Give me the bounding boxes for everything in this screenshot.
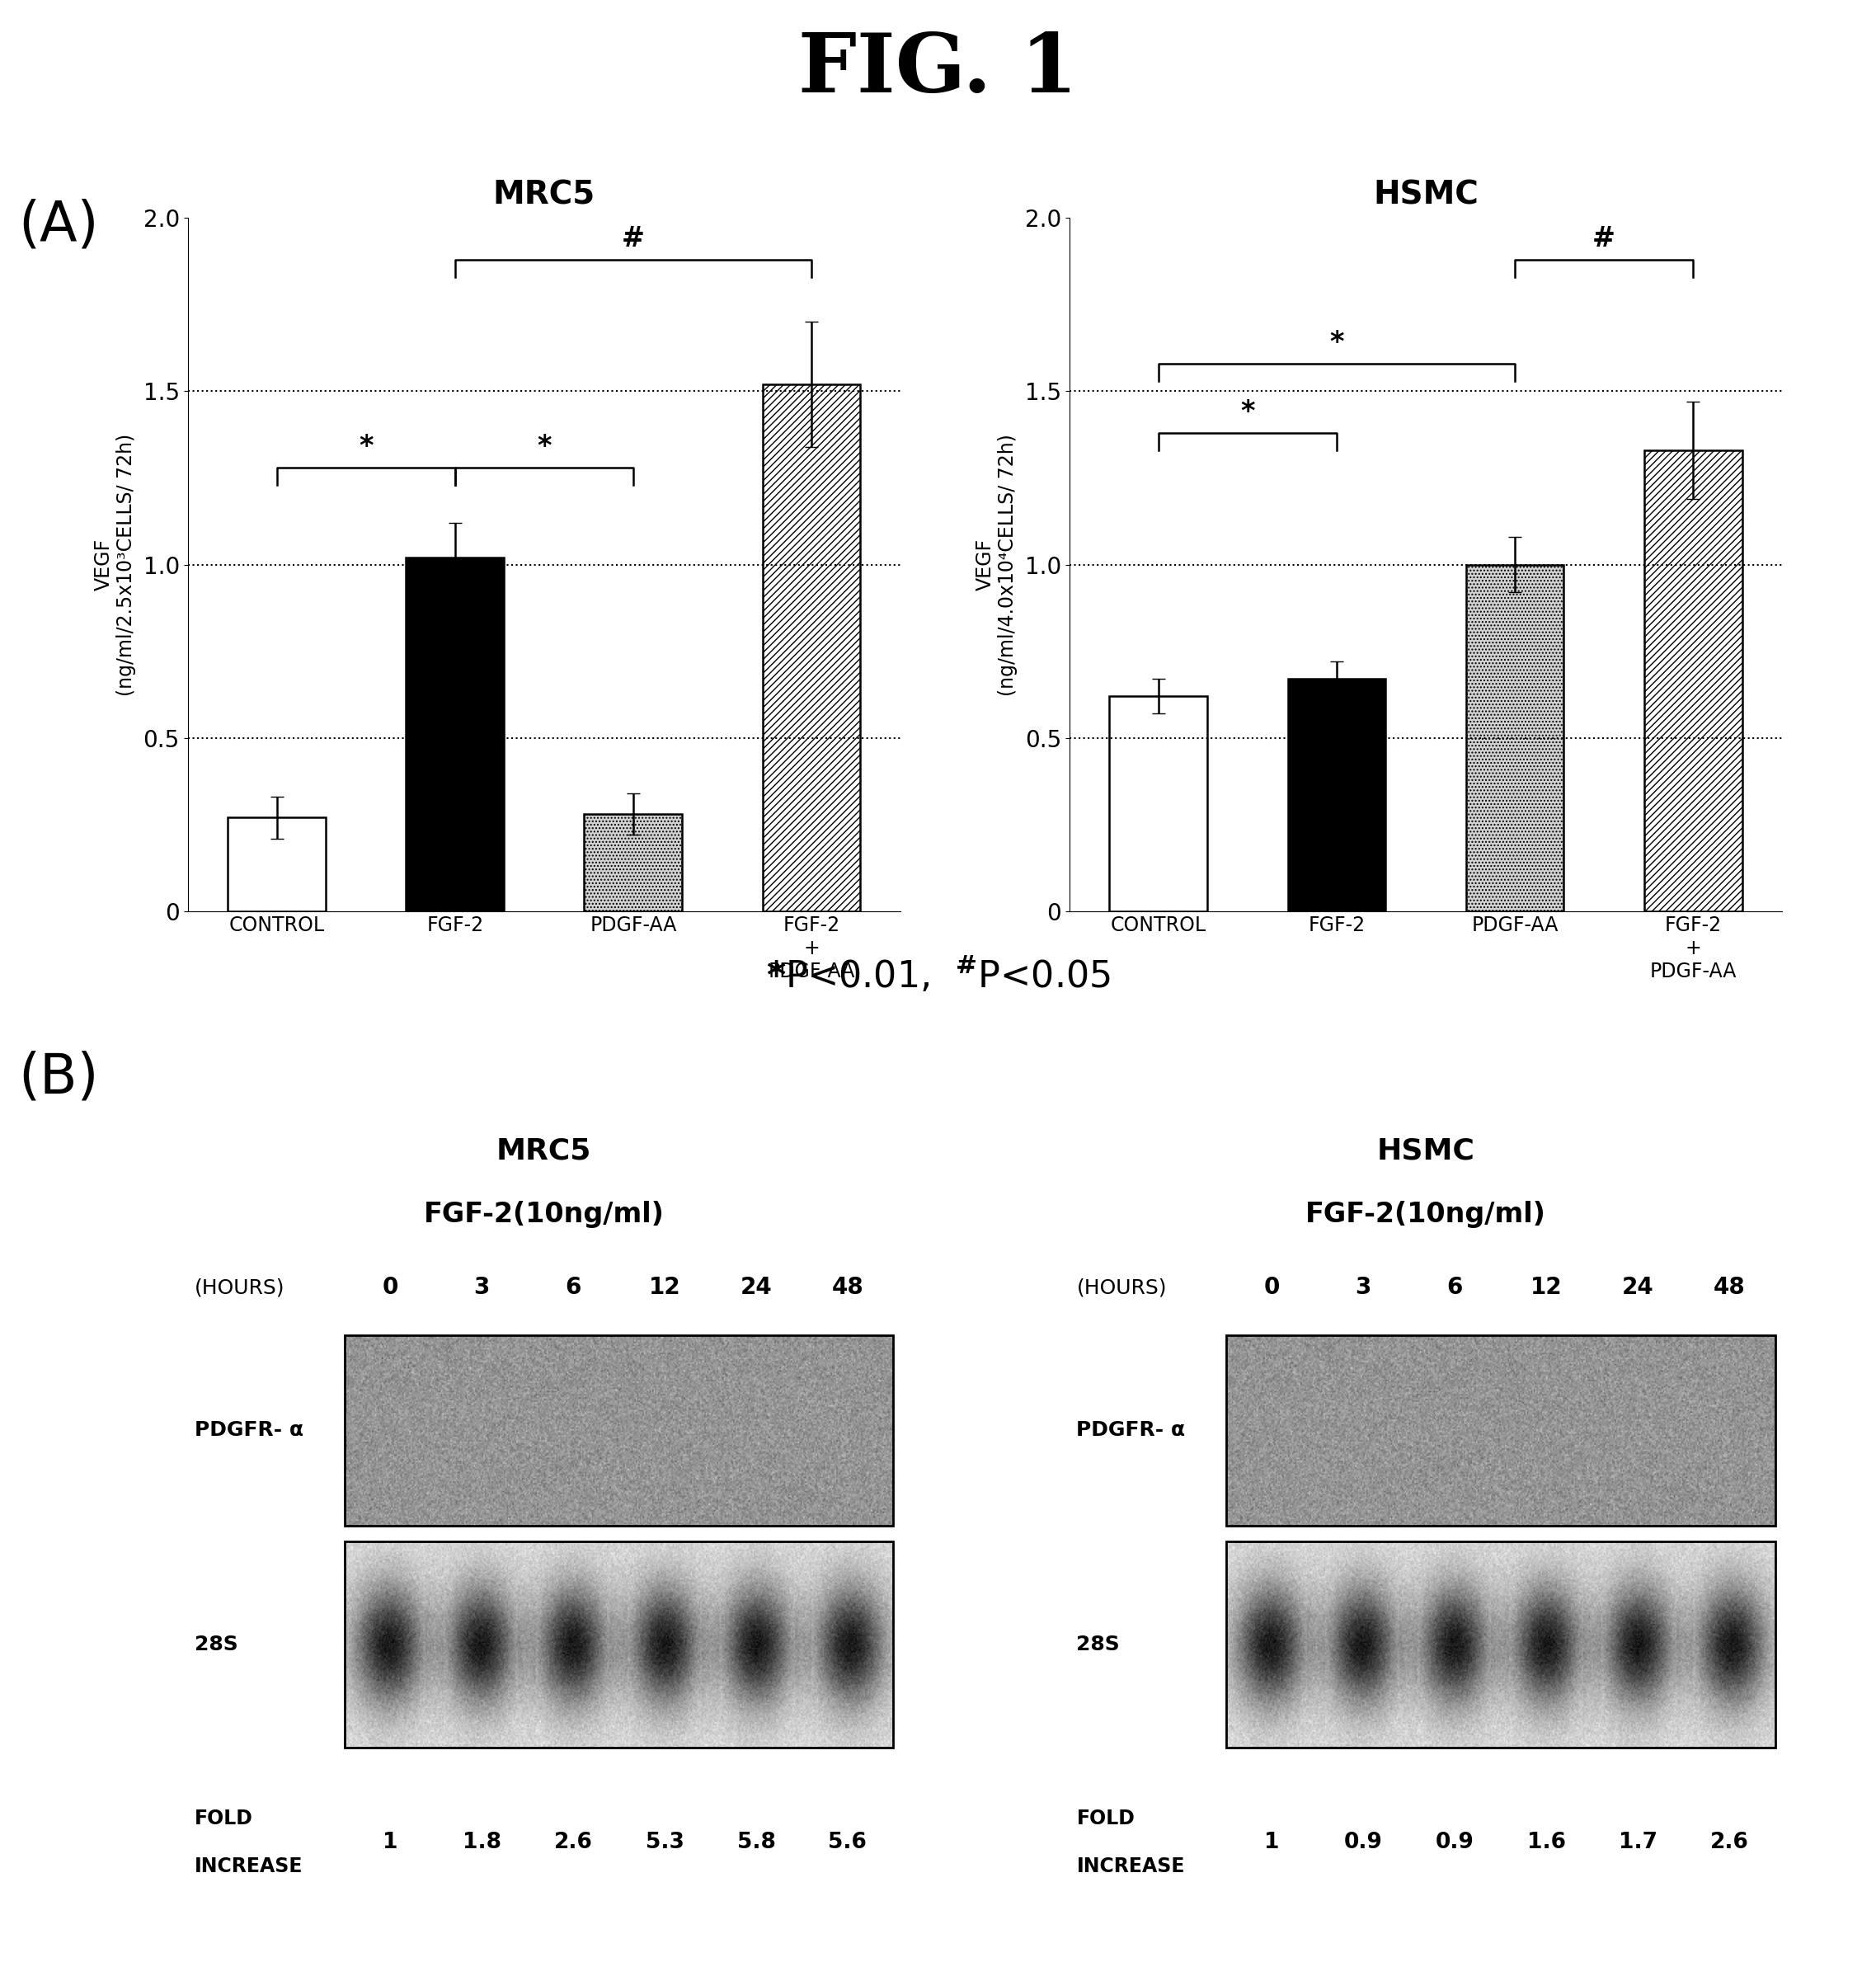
Text: 1.6: 1.6 — [1527, 1832, 1566, 1852]
Text: 48: 48 — [1713, 1276, 1745, 1300]
Text: 5.6: 5.6 — [829, 1832, 867, 1852]
Text: 24: 24 — [741, 1276, 773, 1300]
Title: HSMC: HSMC — [1373, 180, 1478, 210]
Text: HSMC: HSMC — [1377, 1137, 1475, 1165]
Text: (A): (A) — [19, 198, 99, 252]
Text: PDGFR- α: PDGFR- α — [1077, 1420, 1186, 1440]
Text: PDGFR- α: PDGFR- α — [195, 1420, 304, 1440]
Text: 6: 6 — [1446, 1276, 1463, 1300]
Bar — [227, 818, 326, 911]
Text: *: * — [537, 434, 552, 460]
Text: 0.9: 0.9 — [1343, 1832, 1383, 1852]
Text: 5.8: 5.8 — [737, 1832, 775, 1852]
Bar — [1287, 679, 1386, 911]
Text: 28S: 28S — [1077, 1634, 1120, 1654]
Bar — [1109, 695, 1208, 911]
Bar — [405, 557, 505, 911]
Bar — [1227, 1335, 1775, 1525]
Text: 6: 6 — [565, 1276, 582, 1300]
Text: 12: 12 — [649, 1276, 681, 1300]
Text: 3: 3 — [473, 1276, 490, 1300]
Text: 12: 12 — [1531, 1276, 1563, 1300]
Y-axis label: VEGF
(ng/ml/4.0x10⁴CELLS/ 72h): VEGF (ng/ml/4.0x10⁴CELLS/ 72h) — [976, 434, 1019, 695]
Text: FIG. 1: FIG. 1 — [799, 30, 1077, 109]
Y-axis label: VEGF
(ng/ml/2.5x10³CELLS/ 72h): VEGF (ng/ml/2.5x10³CELLS/ 72h) — [94, 434, 137, 695]
Text: *: * — [1240, 398, 1255, 426]
Text: 3: 3 — [1354, 1276, 1371, 1300]
Text: FOLD: FOLD — [195, 1809, 253, 1828]
Text: 28S: 28S — [195, 1634, 238, 1654]
Text: 24: 24 — [1623, 1276, 1655, 1300]
Bar — [345, 1335, 893, 1525]
Text: 0: 0 — [1264, 1276, 1279, 1300]
Text: #: # — [1593, 226, 1615, 254]
Text: FGF-2(10ng/ml): FGF-2(10ng/ml) — [424, 1200, 664, 1228]
Text: *: * — [358, 434, 373, 460]
Bar — [762, 384, 861, 911]
Text: 48: 48 — [831, 1276, 863, 1300]
Bar — [1643, 450, 1743, 911]
Text: 2.6: 2.6 — [553, 1832, 593, 1852]
Bar — [1227, 1541, 1775, 1747]
Text: (HOURS): (HOURS) — [1077, 1278, 1167, 1298]
Text: MRC5: MRC5 — [497, 1137, 591, 1165]
Text: *: * — [1330, 329, 1343, 357]
Text: (B): (B) — [19, 1050, 99, 1103]
Bar — [583, 814, 683, 911]
Text: FOLD: FOLD — [1077, 1809, 1135, 1828]
Text: 2.6: 2.6 — [1711, 1832, 1748, 1852]
Text: 1.7: 1.7 — [1619, 1832, 1657, 1852]
Text: #: # — [621, 226, 645, 254]
Title: MRC5: MRC5 — [493, 180, 595, 210]
Text: FGF-2(10ng/ml): FGF-2(10ng/ml) — [1306, 1200, 1546, 1228]
Text: 5.3: 5.3 — [645, 1832, 685, 1852]
Text: $\mathbf{*}$P<0.01,  $\mathbf{^{\#}}$P<0.05: $\mathbf{*}$P<0.01, $\mathbf{^{\#}}$P<0.… — [765, 955, 1111, 996]
Text: (HOURS): (HOURS) — [195, 1278, 285, 1298]
Text: 0.9: 0.9 — [1435, 1832, 1475, 1852]
Text: INCREASE: INCREASE — [195, 1856, 304, 1876]
Bar — [345, 1541, 893, 1747]
Text: INCREASE: INCREASE — [1077, 1856, 1186, 1876]
Text: 0: 0 — [383, 1276, 398, 1300]
Text: 1: 1 — [383, 1832, 398, 1852]
Text: 1: 1 — [1264, 1832, 1279, 1852]
Text: 1.8: 1.8 — [461, 1832, 501, 1852]
Bar — [1465, 565, 1565, 911]
